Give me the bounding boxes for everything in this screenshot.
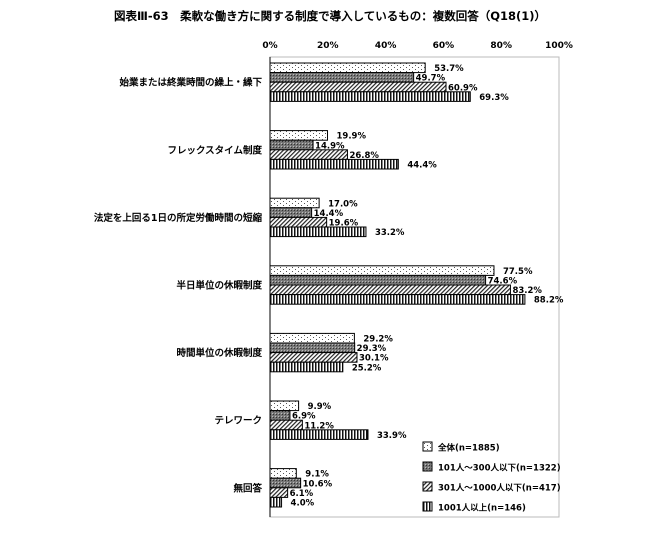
data-label: 74.6% (488, 277, 518, 287)
bar (269, 149, 348, 160)
category-label: 法定を上回る1日の所定労働時間の短縮 (94, 212, 263, 224)
x-tick-label: 40% (375, 41, 397, 51)
data-label: 4.0% (291, 499, 315, 509)
bar (269, 226, 367, 238)
category-label: テレワーク (214, 416, 262, 427)
data-label: 10.6% (303, 479, 333, 489)
data-label: 9.1% (305, 470, 329, 480)
data-label: 6.1% (290, 489, 314, 499)
bar (269, 72, 415, 83)
bar (269, 342, 356, 354)
data-label: 9.9% (308, 402, 332, 412)
data-label: 6.9% (292, 412, 316, 422)
category-label: 時間単位の休暇制度 (176, 347, 262, 359)
bar (269, 284, 511, 296)
data-label: 33.2% (375, 228, 405, 238)
bar (269, 429, 369, 440)
bar (269, 62, 426, 74)
bar (269, 91, 471, 102)
data-label: 29.3% (357, 344, 387, 354)
legend-label: 101人～300人以下(n=1322) (438, 463, 561, 474)
data-label: 19.6% (329, 219, 359, 229)
bar (269, 496, 283, 508)
bar (269, 332, 355, 344)
data-label: 19.9% (337, 132, 367, 142)
data-label: 53.7% (434, 64, 464, 74)
bar (269, 130, 329, 141)
x-tick-label: 100% (545, 41, 573, 51)
category-label: フレックスタイム制度 (167, 144, 262, 156)
data-label: 14.9% (315, 141, 345, 151)
data-label: 29.2% (363, 335, 393, 345)
bar (269, 361, 344, 373)
data-label: 25.2% (352, 363, 382, 373)
bar (269, 477, 302, 489)
legend-swatch (422, 441, 433, 452)
legend-label: 301人～1000人以下(n=417) (438, 483, 561, 494)
bar (269, 419, 303, 431)
category-label: 無回答 (233, 482, 262, 494)
data-label: 83.2% (512, 286, 542, 296)
bar (269, 400, 300, 412)
data-label: 17.0% (328, 199, 358, 209)
x-tick-label: 20% (317, 41, 339, 51)
data-label: 30.1% (359, 354, 389, 364)
bar (269, 139, 314, 151)
bar (269, 81, 447, 93)
legend-label: 1001人以上(n=146) (438, 503, 526, 514)
data-label: 69.3% (479, 93, 509, 103)
bar (269, 468, 297, 479)
data-label: 26.8% (349, 151, 379, 161)
bar (269, 274, 487, 286)
data-label: 49.7% (416, 74, 446, 84)
bar (269, 487, 289, 498)
data-label: 77.5% (503, 267, 533, 277)
legend-swatch (422, 501, 433, 512)
bar (269, 158, 399, 170)
bar (269, 265, 495, 276)
bar (269, 410, 291, 421)
chart-title: 図表Ⅲ-63 柔軟な働き方に関する制度で導入しているもの：複数回答（Q18(1)… (114, 9, 546, 23)
legend-swatch (422, 481, 433, 492)
data-label: 44.4% (407, 161, 437, 171)
category-label: 始業または終業時間の繰上・繰下 (119, 77, 262, 89)
data-label: 88.2% (534, 296, 564, 306)
legend-swatch (422, 461, 433, 472)
bar (269, 197, 320, 209)
x-tick-label: 0% (262, 41, 277, 51)
category-label: 半日単位の休暇制度 (176, 280, 262, 292)
legend-label: 全体(n=1885) (437, 443, 500, 454)
x-tick-label: 60% (433, 41, 455, 51)
data-label: 60.9% (448, 83, 478, 93)
data-label: 11.2% (304, 421, 334, 431)
x-tick-label: 80% (490, 41, 512, 51)
bar (269, 294, 526, 305)
bar (269, 216, 328, 228)
data-label: 14.4% (314, 209, 344, 219)
bar (269, 352, 358, 363)
bar (269, 207, 313, 218)
data-label: 33.9% (377, 431, 407, 441)
